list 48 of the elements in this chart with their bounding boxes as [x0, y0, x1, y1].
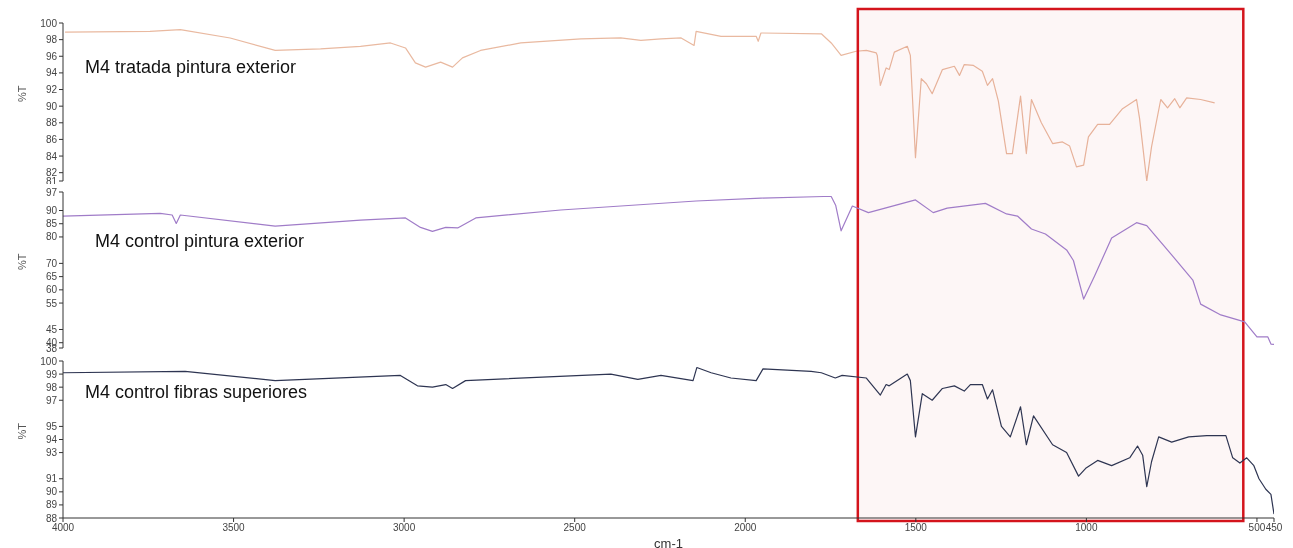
- y-axis-title: %T: [15, 422, 28, 440]
- x-tick-label: 3500: [222, 522, 246, 534]
- x-tick-label: 4000: [51, 522, 75, 534]
- y-tick-label: 90: [45, 486, 58, 498]
- x-tick-label: 2000: [734, 522, 757, 534]
- y-tick-label: 60: [45, 284, 58, 296]
- x-tick-label: 3000: [393, 522, 416, 534]
- y-tick-label: 55: [45, 297, 58, 309]
- series-label: M4 control pintura exterior: [95, 231, 305, 252]
- y-tick-label: 98: [45, 381, 58, 393]
- x-tick-label: 450: [1265, 522, 1283, 534]
- x-tick-label: 1000: [1075, 522, 1098, 534]
- x-axis-title: cm-1: [654, 536, 683, 548]
- y-tick-label: 88: [45, 512, 58, 524]
- y-tick-label: 90: [45, 100, 58, 112]
- y-tick-label: 98: [45, 34, 58, 46]
- y-tick-label: 70: [45, 257, 58, 269]
- y-tick-label: 92: [45, 84, 58, 96]
- y-tick-label: 86: [45, 133, 58, 145]
- y-tick-label: 90: [45, 205, 58, 217]
- y-tick-label: 95: [45, 420, 58, 432]
- y-tick-label: 88: [45, 117, 58, 129]
- x-tick-label: 500: [1248, 522, 1266, 534]
- x-tick-label: 1500: [904, 522, 928, 534]
- line-series: [64, 29, 1216, 181]
- y-tick-label: 65: [45, 271, 58, 283]
- y-tick-label: 91: [45, 473, 58, 485]
- line-series: [63, 195, 1274, 345]
- y-tick-label: 85: [45, 218, 58, 230]
- y-tick-label: 84: [45, 150, 58, 162]
- y-tick-label: 94: [45, 434, 58, 446]
- y-tick-label: 45: [45, 324, 58, 336]
- series-label: M4 tratada pintura exterior: [85, 57, 297, 78]
- y-tick-label: 96: [45, 50, 58, 62]
- y-tick-label: 97: [45, 394, 58, 406]
- y-axis-title: %T: [15, 253, 28, 270]
- y-axis-title: %T: [15, 85, 28, 102]
- line-series: [63, 366, 1274, 515]
- y-tick-label: 100: [40, 355, 58, 367]
- series-label: M4 control fibras superiores: [85, 382, 308, 403]
- x-tick-label: 2500: [563, 522, 587, 534]
- y-tick-label: 93: [45, 447, 58, 459]
- y-tick-label: 97: [45, 186, 58, 198]
- y-tick-label: 94: [45, 67, 58, 79]
- y-tick-label: 80: [45, 231, 58, 243]
- y-tick-label: 99: [45, 368, 58, 380]
- y-tick-label: 100: [40, 17, 58, 29]
- y-tick-label: 89: [45, 499, 58, 511]
